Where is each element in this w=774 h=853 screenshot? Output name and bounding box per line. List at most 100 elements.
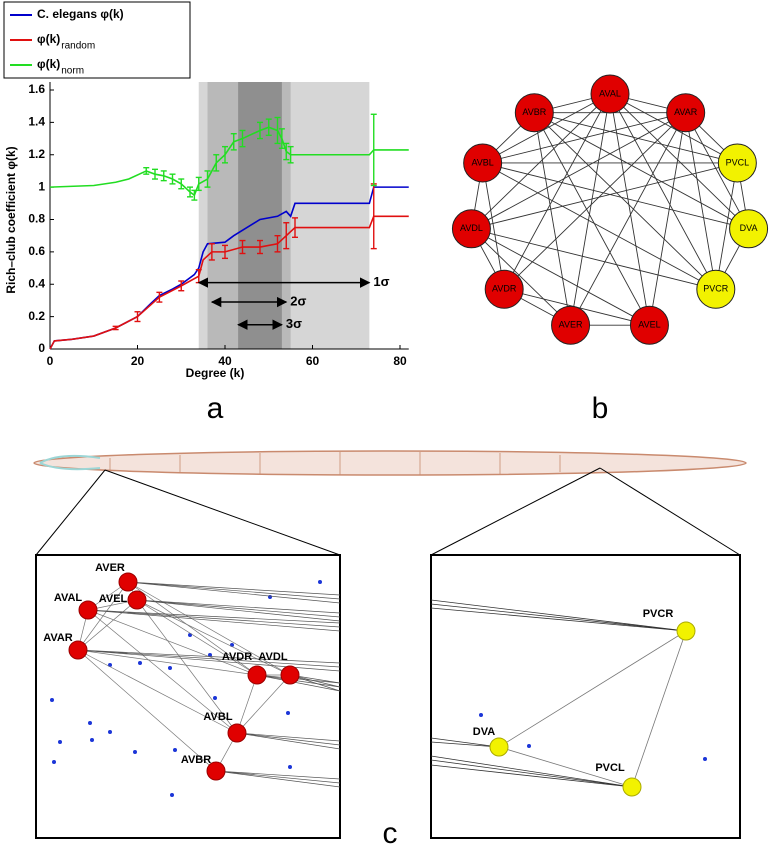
network-edge <box>609 93 650 326</box>
inset-edge <box>236 732 341 746</box>
cell-dot <box>58 740 62 744</box>
inset-edge <box>127 581 341 596</box>
inset-edge <box>236 674 258 734</box>
inset-node-label: PVCL <box>595 762 625 774</box>
inset-node <box>489 737 509 757</box>
error-bar <box>156 291 163 303</box>
network-node <box>629 305 669 345</box>
cell-dot <box>527 744 531 748</box>
error-bar <box>222 244 228 260</box>
inset-node <box>676 621 696 641</box>
inset-node <box>78 600 98 620</box>
inset-edge <box>87 609 238 734</box>
callout-line <box>35 469 106 556</box>
inset-node <box>227 723 247 743</box>
cell-dot <box>90 738 94 742</box>
legend-box <box>3 1 191 79</box>
error-bar <box>160 170 167 182</box>
network-edge <box>648 112 687 326</box>
inset-edge <box>77 649 238 734</box>
network-node <box>696 269 736 309</box>
inset-node-label: AVER <box>95 562 125 574</box>
inset-edge <box>236 732 341 750</box>
panel-a: 0 0.2 0.4 0.6 0.8 1 1.2 1.4 1.6 0 20 40 60 80 Degree (… <box>3 1 409 380</box>
error-bar <box>278 128 285 149</box>
network-edge <box>609 93 738 164</box>
node-label: AVBL <box>471 157 493 167</box>
cell-dot <box>703 757 707 761</box>
node-label: AVAL <box>599 88 621 98</box>
error-bar <box>230 133 237 151</box>
worm-body <box>33 450 747 476</box>
network-edge <box>482 162 749 230</box>
inset-edge <box>136 599 291 676</box>
inset-edge <box>215 770 341 784</box>
sigma-label: 2σ <box>290 293 306 308</box>
network-edge <box>609 93 749 230</box>
error-bar <box>195 176 202 192</box>
inset-edge <box>127 581 341 600</box>
network-edge <box>533 112 572 326</box>
error-bar <box>169 173 176 185</box>
error-bar <box>213 154 220 172</box>
node-label: PVCL <box>726 157 750 167</box>
error-bar <box>287 145 294 164</box>
network-node <box>451 209 491 249</box>
y-tick-label: 0.8 <box>28 212 45 226</box>
inset-edge <box>136 599 238 734</box>
inset-node-label: AVEL <box>99 593 128 605</box>
y-tick-label: 0 <box>38 341 45 355</box>
cell-dot <box>318 580 322 584</box>
error-bar <box>283 222 290 250</box>
inset-edge <box>430 741 500 748</box>
inset-edge <box>87 609 341 624</box>
inset-edge <box>430 764 633 788</box>
worm-segments <box>109 452 561 475</box>
node-label: AVDR <box>492 284 517 294</box>
error-bar <box>239 129 246 148</box>
network-edge <box>685 112 717 290</box>
inset-node <box>68 640 88 660</box>
inset-edge <box>498 746 633 788</box>
error-bar <box>204 170 211 188</box>
inset-edge <box>430 599 687 632</box>
inset-edge <box>77 649 258 676</box>
callout-line <box>430 467 601 556</box>
network-edge <box>570 112 687 326</box>
error-bar <box>222 145 228 164</box>
network-edge <box>534 112 749 230</box>
cell-dot <box>213 696 217 700</box>
inset-node <box>206 761 226 781</box>
node-label: AVDL <box>460 223 483 233</box>
sigma-label: 1σ <box>373 274 389 289</box>
inset-edge <box>498 630 687 748</box>
error-bar <box>370 113 377 187</box>
panel-label: b <box>592 392 609 425</box>
legend-label: φ(k) <box>37 57 60 71</box>
legend-label-sub: norm <box>61 66 84 77</box>
inset-tail <box>430 554 741 839</box>
inset-edge <box>136 599 341 622</box>
error-bar <box>292 217 298 239</box>
error-bar <box>274 116 281 145</box>
network-edge <box>570 93 611 326</box>
inset-node-label: AVDL <box>258 651 287 663</box>
inset-node-label: AVDR <box>222 651 252 663</box>
y-tick-label: 1.4 <box>28 115 45 129</box>
inset-edge <box>256 674 341 692</box>
data-line <box>49 215 409 350</box>
inset-edge <box>430 607 687 632</box>
x-axis-label: Degree (k) <box>186 366 245 380</box>
error-bar <box>274 234 281 253</box>
inset-edge <box>215 770 341 780</box>
panel-c: AVER AVAL AVEL AVAR AVDR AVDL AVBL AVBR PVCR DVA P… <box>33 450 747 839</box>
network-edge <box>533 112 717 290</box>
cell-dot <box>173 748 177 752</box>
legend-label-sub: random <box>61 41 95 52</box>
y-tick-label: 1 <box>38 179 45 193</box>
network-edge <box>471 162 738 230</box>
inset-edge <box>215 770 341 788</box>
inset-node <box>622 777 642 797</box>
network-edge <box>471 228 571 326</box>
